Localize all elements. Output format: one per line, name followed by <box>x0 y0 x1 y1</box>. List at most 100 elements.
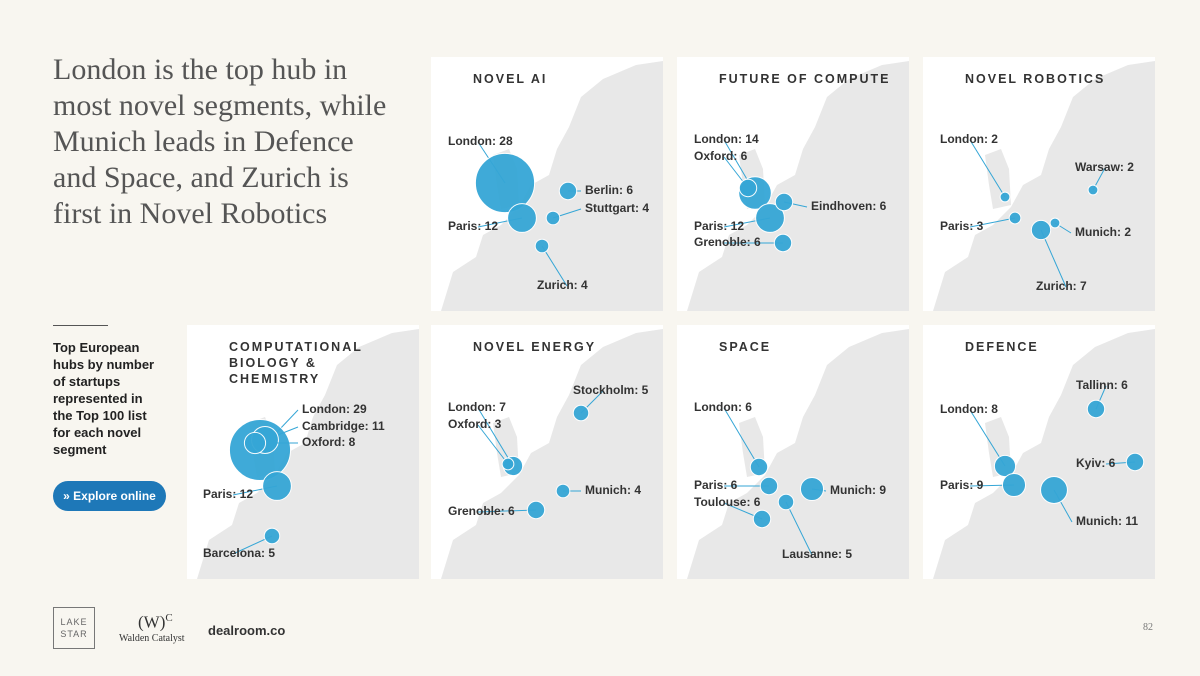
hub-bubble <box>749 457 769 477</box>
leader-line <box>723 407 760 468</box>
hub-bubble <box>738 178 758 198</box>
hub-label: London: 6 <box>694 400 752 414</box>
hub-label: Paris: 12 <box>203 487 253 501</box>
leader-line <box>541 245 568 287</box>
hub-label: Paris: 12 <box>694 219 744 233</box>
hub-label: Stockholm: 5 <box>573 383 649 397</box>
panel-title: COMPUTATIONAL BIOLOGY & CHEMISTRY <box>229 340 363 386</box>
hub-label: Zurich: 7 <box>1036 279 1087 293</box>
hub-bubble <box>759 476 779 496</box>
hub-bubble <box>1049 217 1061 229</box>
hub-label: Kyiv: 6 <box>1076 456 1116 470</box>
hub-bubble <box>1125 452 1145 472</box>
leader-line <box>785 501 813 556</box>
hub-bubble <box>507 203 537 233</box>
hub-bubble <box>1040 476 1068 504</box>
hub-bubble <box>1001 472 1027 498</box>
hub-label: Paris: 6 <box>694 478 738 492</box>
land <box>687 329 909 579</box>
walden-sup: C <box>165 612 173 624</box>
hub-label: London: 8 <box>940 402 998 416</box>
hub-label: Tallinn: 6 <box>1076 378 1128 392</box>
panel-title: NOVEL ENERGY <box>473 340 597 354</box>
hub-bubble <box>534 238 550 254</box>
land <box>687 61 909 311</box>
map: London: 2 Warsaw: 2 Paris: 3 Munich: 2 Zuric… <box>933 61 1155 311</box>
map-panel: London: 29 Cambridge: 11 Oxford: 8 Paris: 1… <box>187 325 419 579</box>
hub-bubble <box>1030 219 1052 241</box>
hub-bubble <box>1008 211 1022 225</box>
map-panel: London: 6 Paris: 6 Toulouse: 6 Munich: 9 Lau… <box>677 325 909 579</box>
panel-title: FUTURE OF COMPUTE <box>719 72 891 86</box>
hub-label: Barcelona: 5 <box>203 546 275 560</box>
leader-line <box>477 509 537 513</box>
hub-label: Oxford: 3 <box>448 417 502 431</box>
panel-title: SPACE <box>719 340 772 354</box>
hub-bubble <box>799 476 825 502</box>
hub-label: Toulouse: 6 <box>694 495 761 509</box>
hub-label: Munich: 11 <box>1076 514 1138 528</box>
hub-label: Munich: 9 <box>830 483 886 497</box>
map: London: 8 Paris: 9 Tallinn: 6 Kyiv: 6 Munich… <box>933 329 1155 579</box>
explore-button[interactable]: » Explore online <box>53 481 166 511</box>
sidebar-text: Top European hubs by number of startups … <box>53 340 155 457</box>
walden-mark-text: (W) <box>138 612 166 632</box>
hub-bubble <box>243 431 267 455</box>
hub-label: Munich: 4 <box>585 483 641 497</box>
map-panel: London: 2 Warsaw: 2 Paris: 3 Munich: 2 Zuric… <box>923 57 1155 311</box>
hub-label: Grenoble: 6 <box>448 504 515 518</box>
leader-line <box>969 217 1016 228</box>
hub-bubble <box>545 210 561 226</box>
hub-bubble <box>262 471 292 501</box>
map: London: 6 Paris: 6 Toulouse: 6 Munich: 9 Lau… <box>687 329 909 579</box>
dealroom-logo: dealroom.co <box>208 623 286 638</box>
hub-bubble <box>1087 184 1099 196</box>
hub-bubble <box>993 454 1017 478</box>
hub-bubble <box>774 192 794 212</box>
leader-line <box>969 139 1006 198</box>
hub-label: Paris: 12 <box>448 219 498 233</box>
hub-label: Munich: 2 <box>1075 225 1131 239</box>
hub-label: Berlin: 6 <box>585 183 633 197</box>
hub-bubble <box>558 181 578 201</box>
hub-label: Eindhoven: 6 <box>811 199 887 213</box>
hub-bubble <box>474 152 536 214</box>
walden-mark: (W)C <box>138 612 173 633</box>
hub-label: London: 7 <box>448 400 506 414</box>
hub-bubble <box>777 493 795 511</box>
land <box>441 61 663 311</box>
panel-title: NOVEL AI <box>473 72 548 86</box>
land <box>197 329 419 579</box>
map: London: 29 Cambridge: 11 Oxford: 8 Paris: 1… <box>197 329 419 579</box>
leader-line <box>477 424 509 465</box>
map: London: 7 Oxford: 3 Stockholm: 5 Munich: 4 G… <box>441 329 663 579</box>
hub-label: Warsaw: 2 <box>1075 160 1134 174</box>
hub-bubble <box>999 191 1011 203</box>
hub-label: Cambridge: 11 <box>302 419 385 433</box>
land <box>933 61 1155 311</box>
panel-title: NOVEL ROBOTICS <box>965 72 1106 86</box>
hub-bubble <box>752 509 772 529</box>
map: London: 28 Paris: 12 Berlin: 6 Stuttgart: 4… <box>441 61 663 311</box>
map-panel: London: 7 Oxford: 3 Stockholm: 5 Munich: 4 G… <box>431 325 663 579</box>
hub-label: Oxford: 8 <box>302 435 356 449</box>
hub-label: London: 14 <box>694 132 759 146</box>
map-panel: London: 14 Oxford: 6 Paris: 12 Eindhoven: 6… <box>677 57 909 311</box>
hub-bubble <box>501 457 515 471</box>
hub-bubble <box>572 404 590 422</box>
hub-label: Grenoble: 6 <box>694 235 761 249</box>
hub-bubble <box>526 500 546 520</box>
hub-bubble <box>1086 399 1106 419</box>
land <box>441 329 663 579</box>
panel-title: DEFENCE <box>965 340 1039 354</box>
hub-bubble <box>555 483 571 499</box>
hub-label: Oxford: 6 <box>694 149 748 163</box>
leader-line <box>1040 229 1067 288</box>
hub-label: London: 29 <box>302 402 367 416</box>
hub-bubble <box>263 527 281 545</box>
page-number: 82 <box>1143 622 1153 633</box>
hub-bubble <box>755 203 785 233</box>
hub-label: London: 2 <box>940 132 998 146</box>
divider <box>53 325 108 326</box>
